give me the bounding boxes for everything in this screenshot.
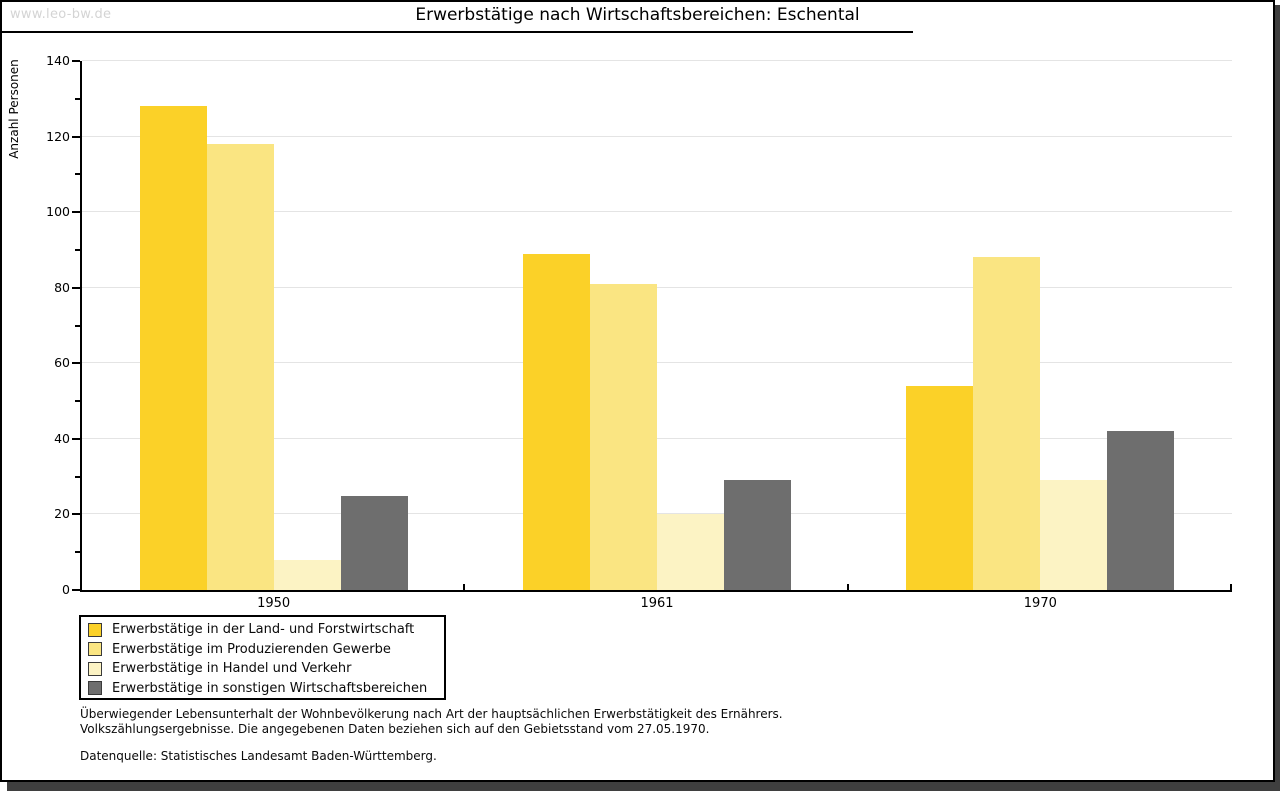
y-tick-label: 40	[54, 430, 70, 446]
x-axis-tick	[1230, 584, 1232, 590]
x-category-label: 1970	[1023, 596, 1057, 611]
y-axis-tick-major	[72, 286, 80, 289]
y-axis-tick-minor	[75, 324, 80, 327]
bar-1961-series4	[724, 480, 791, 590]
y-axis-tick-minor	[75, 173, 80, 176]
x-axis-tick	[463, 584, 466, 590]
y-tick-label: 60	[54, 355, 70, 371]
legend-label: Erwerbstätige im Produzierenden Gewerbe	[112, 641, 391, 657]
legend-label: Erwerbstätige in Handel und Verkehr	[112, 661, 352, 677]
y-axis-label: Anzahl Personen	[7, 59, 21, 159]
x-axis-line	[80, 590, 1232, 592]
y-axis-tick-minor	[75, 248, 80, 251]
bar-1961-series3	[657, 514, 724, 590]
legend-item-3: Erwerbstätige in Handel und Verkehr	[88, 659, 444, 679]
x-category-label: 1961	[640, 596, 674, 611]
header-rule	[2, 31, 913, 33]
y-axis-tick-minor	[75, 97, 80, 100]
y-axis-tick-major	[72, 211, 80, 214]
legend-label: Erwerbstätige in der Land- und Forstwirt…	[112, 622, 415, 638]
bar-1970-series2	[973, 257, 1041, 590]
legend-swatch	[88, 622, 102, 637]
y-tick-label: 100	[46, 204, 70, 220]
frame-shadow-bottom	[7, 782, 1275, 791]
x-category-label: 1950	[257, 596, 291, 611]
gridline	[82, 211, 1232, 213]
bar-1970-series1	[906, 386, 974, 590]
y-axis-tick-minor	[75, 400, 80, 403]
y-tick-label: 140	[46, 53, 70, 68]
y-axis-line	[80, 61, 82, 592]
footer-line-2: Volkszählungsergebnisse. Die angegebenen…	[80, 721, 710, 736]
legend-swatch	[88, 681, 102, 696]
gridline	[82, 60, 1232, 61]
y-tick-label: 120	[46, 128, 70, 144]
footer-notes: Überwiegender Lebensunterhalt der Wohnbe…	[80, 707, 783, 764]
watermark: www.leo-bw.de	[10, 7, 112, 22]
y-tick-label: 20	[54, 506, 70, 522]
y-axis-tick-major	[72, 589, 80, 591]
gridline	[82, 286, 1232, 288]
bar-1970-series4	[1107, 431, 1175, 590]
bar-1950-series3	[273, 560, 341, 590]
bar-1950-series1	[139, 106, 207, 590]
gridline	[82, 135, 1232, 137]
x-axis-tick	[846, 584, 849, 590]
y-axis-tick-major	[72, 362, 80, 365]
y-axis-tick-minor	[75, 475, 80, 478]
y-axis-tick-major	[72, 135, 80, 138]
y-axis-tick-major	[72, 513, 80, 516]
legend: Erwerbstätige in der Land- und Forstwirt…	[79, 615, 446, 700]
legend-item-4: Erwerbstätige in sonstigen Wirtschaftsbe…	[88, 679, 444, 699]
bar-1961-series1	[523, 254, 590, 590]
bar-1961-series2	[590, 284, 657, 590]
data-source: Datenquelle: Statistisches Landesamt Bad…	[80, 749, 437, 763]
y-axis-tick-major	[72, 437, 80, 440]
y-tick-label: 80	[54, 279, 70, 295]
bar-1950-series4	[340, 496, 408, 590]
y-axis-tick-major	[72, 60, 80, 62]
legend-item-2: Erwerbstätige im Produzierenden Gewerbe	[88, 640, 444, 660]
frame-shadow-right	[1275, 5, 1280, 791]
legend-label: Erwerbstätige in sonstigen Wirtschaftsbe…	[112, 680, 428, 696]
legend-swatch	[88, 661, 102, 676]
bar-1970-series3	[1040, 480, 1108, 590]
y-tick-label: 0	[62, 582, 70, 597]
y-axis-tick-minor	[75, 551, 80, 554]
chart-title: Erwerbstätige nach Wirtschaftsbereichen:…	[415, 5, 860, 25]
gridline	[82, 513, 1232, 515]
footer-line-1: Überwiegender Lebensunterhalt der Wohnbe…	[80, 707, 783, 721]
bar-1950-series2	[206, 144, 274, 590]
legend-swatch	[88, 642, 102, 657]
legend-item-1: Erwerbstätige in der Land- und Forstwirt…	[88, 620, 444, 640]
gridline	[82, 362, 1232, 364]
gridline	[82, 437, 1232, 439]
